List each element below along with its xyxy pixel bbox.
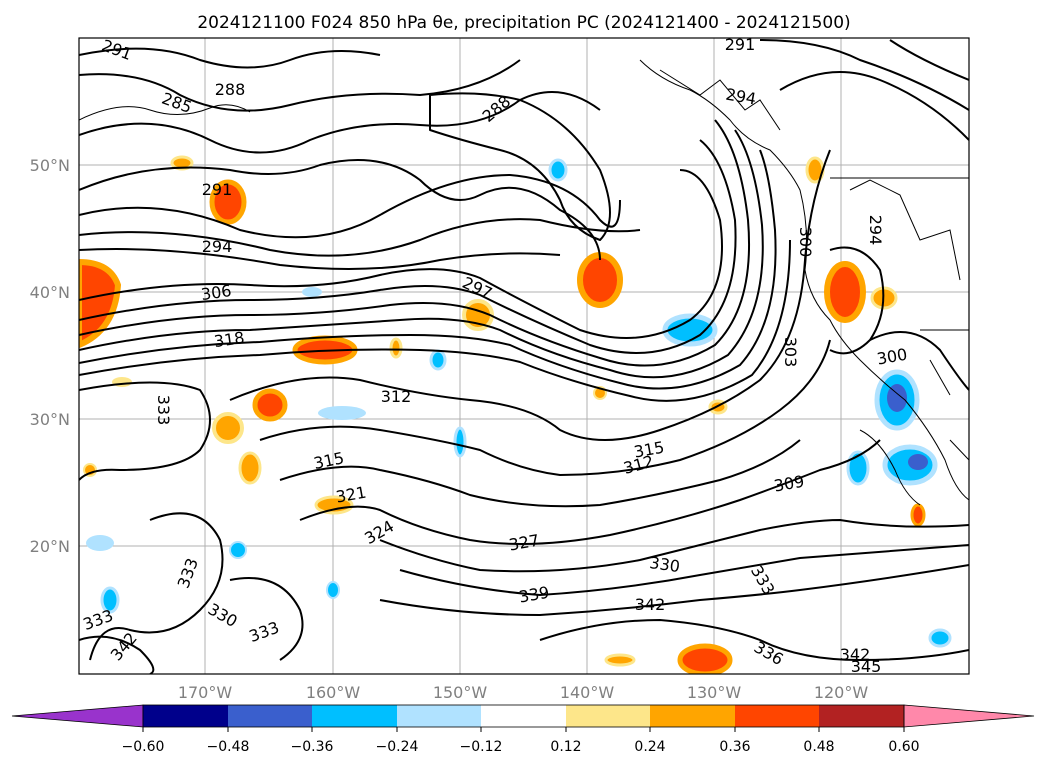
colorbar-segment: [566, 705, 650, 727]
lon-label-170w: 170°W: [178, 683, 233, 702]
precip-blob: [453, 426, 467, 458]
colorbar-tick-label: −0.48: [207, 739, 250, 755]
colorbar-extend-left: [11, 704, 144, 728]
colorbar-tick-label: 0.48: [803, 739, 834, 755]
precip-blob: [662, 313, 718, 347]
colorbar: −0.60 −0.48 −0.36 −0.24 −0.12 0.12 0.24 …: [11, 704, 1035, 755]
colorbar-tick-label: 0.60: [888, 739, 919, 755]
state-borders: [849, 179, 961, 281]
precip-blob: [910, 503, 926, 527]
precip-blob: [86, 535, 114, 551]
precip-blob: [824, 261, 866, 323]
lon-label-160w: 160°W: [306, 683, 361, 702]
precip-blob: [100, 586, 120, 614]
contour-label: 330: [648, 553, 681, 576]
map-frame: [78, 37, 970, 675]
contour-label: 342: [840, 645, 871, 664]
colorbar-segment: [397, 705, 481, 727]
precip-blob: [928, 628, 952, 648]
colorbar-segment: [228, 705, 312, 727]
contour-label: 342: [635, 595, 666, 614]
coastline-islands: [659, 69, 781, 131]
colorbar-segment: [143, 705, 228, 727]
precip-blob: [209, 179, 247, 225]
precip-blob: [908, 454, 928, 470]
precip-blob: [326, 581, 340, 599]
lon-label-150w: 150°W: [433, 683, 488, 702]
colorbar-ticks: [142, 727, 905, 732]
colorbar-outline: [142, 704, 905, 728]
lat-label-40n: 40°N: [30, 283, 70, 302]
precip-blob: [229, 541, 247, 559]
colorbar-segment: [819, 705, 904, 727]
map-background: [79, 38, 969, 674]
contour-label: 291: [725, 35, 756, 54]
lat-label-50n: 50°N: [30, 156, 70, 175]
precip-blob: [548, 158, 568, 182]
precip-blob: [318, 406, 366, 420]
precip-blob: [887, 384, 907, 412]
map-title: 2024121100 F024 850 hPa θe, precipitatio…: [197, 13, 850, 33]
precip-blob: [389, 337, 403, 359]
contour-label: 345: [851, 657, 882, 676]
precip-blob: [79, 258, 122, 349]
precip-blob: [677, 643, 733, 674]
colorbar-tick-label: −0.60: [122, 739, 165, 755]
colorbar-tick-label: 0.12: [550, 739, 581, 755]
precip-blob: [212, 412, 244, 444]
lat-label-30n: 30°N: [30, 410, 70, 429]
precip-blob: [604, 653, 636, 667]
precip-blob: [238, 451, 262, 485]
contour-label: 291: [202, 180, 233, 199]
contour-label: 288: [215, 80, 246, 99]
contour-label: 294: [202, 237, 233, 256]
lon-label-140w: 140°W: [560, 683, 615, 702]
colorbar-tick-label: 0.36: [719, 739, 750, 755]
longitude-labels: 170°W 160°W 150°W 140°W 130°W 120°W: [178, 683, 869, 702]
state-borders-south: [920, 329, 969, 461]
colorbar-tick-label: −0.12: [460, 739, 503, 755]
colorbar-tick-label: −0.36: [291, 739, 334, 755]
lat-label-20n: 20°N: [30, 537, 70, 556]
colorbar-tick-label: −0.24: [376, 739, 419, 755]
colorbar-segment: [650, 705, 735, 727]
aleutian-coast: [79, 104, 251, 121]
contour-label: 318: [213, 328, 246, 351]
map-panel: 291 288 285 291 294 306 318 333 312 315 …: [78, 35, 970, 676]
precip-blob: [302, 287, 322, 297]
colorbar-segment: [312, 705, 397, 727]
colorbar-tick-label: 0.24: [634, 739, 665, 755]
contour-label: 300: [796, 227, 815, 258]
contour-label: 306: [200, 281, 233, 304]
precip-blob: [846, 450, 870, 486]
contour-label: 294: [866, 215, 885, 246]
baja-coast: [859, 429, 921, 506]
colorbar-segment: [481, 705, 566, 727]
precip-blob: [170, 155, 194, 171]
precip-blob: [252, 388, 288, 422]
colorbar-extend-right: [903, 704, 1035, 728]
lon-label-130w: 130°W: [687, 683, 742, 702]
precip-blob: [429, 349, 447, 371]
precip-blob: [577, 252, 623, 308]
contour-label: 333: [154, 395, 173, 426]
precip-blob: [83, 463, 97, 477]
colorbar-segment: [735, 705, 819, 727]
lon-label-120w: 120°W: [814, 683, 869, 702]
contour-label: 312: [381, 387, 412, 406]
precip-blob: [314, 495, 354, 515]
contour-label: 303: [781, 337, 800, 368]
theta-e-contours: [79, 39, 969, 674]
latitude-labels: 50°N 40°N 30°N 20°N: [30, 156, 70, 556]
